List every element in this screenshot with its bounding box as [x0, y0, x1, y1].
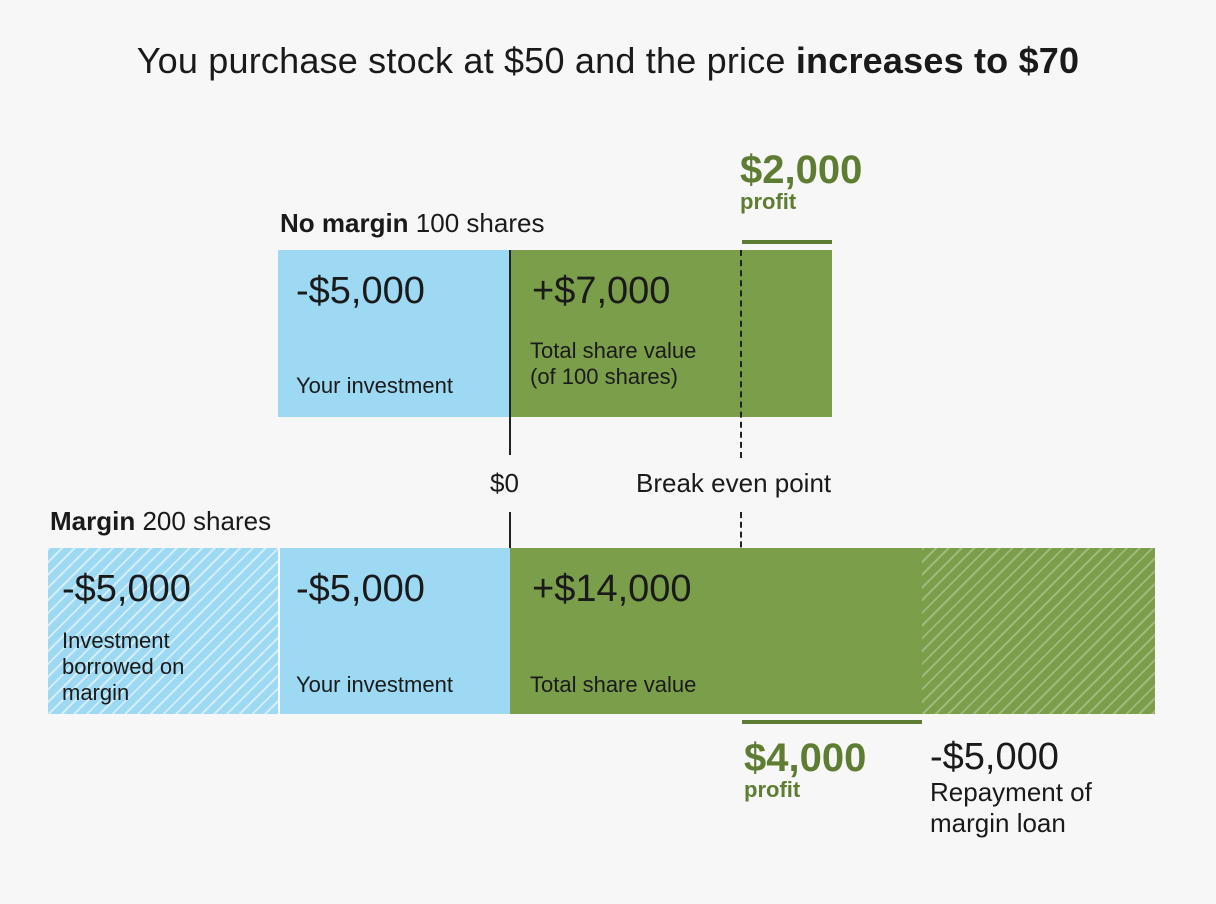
zero-label: $0	[490, 468, 519, 498]
margin-repayment-amount: -$5,000	[930, 736, 1059, 778]
break-even-label: Break even point	[636, 468, 832, 498]
no-margin-profit: $2,000 profit	[740, 148, 862, 215]
no-margin-share-value-segment: +$7,000 Total share value (of 100 shares…	[510, 250, 832, 417]
margin-borrowed-label: Investment borrowed on margin	[62, 628, 184, 706]
title-prefix: You purchase stock at $50 and the price	[136, 40, 796, 81]
margin-row-label: Margin 200 shares	[50, 506, 271, 537]
margin-investment-amount: -$5,000	[296, 568, 425, 610]
margin-borrowed-amount: -$5,000	[62, 568, 191, 610]
margin-repayment: -$5,000 Repayment of margin loan	[930, 736, 1092, 839]
no-margin-share-value-label-line1: Total share value	[530, 338, 697, 363]
margin-borrowed-label-line2: borrowed on	[62, 654, 185, 679]
margin-repayment-label-line2: margin loan	[930, 808, 1066, 838]
title-bold: increases to $70	[795, 40, 1080, 81]
no-margin-profit-bar	[742, 240, 832, 244]
break-even-line-top	[740, 250, 742, 458]
no-margin-investment-segment: -$5,000 Your investment	[278, 250, 510, 417]
no-margin-investment-amount: -$5,000	[296, 270, 425, 312]
no-margin-label-bold: No margin	[280, 208, 409, 238]
margin-profit: $4,000 profit	[744, 736, 866, 803]
no-margin-row-label: No margin 100 shares	[280, 208, 544, 239]
margin-profit-bar	[742, 720, 922, 724]
margin-repayment-label-line1: Repayment of	[930, 777, 1092, 807]
page-title: You purchase stock at $50 and the price …	[0, 40, 1216, 82]
no-margin-share-value-label-line2: (of 100 shares)	[530, 364, 678, 389]
margin-share-value-label: Total share value	[530, 672, 697, 697]
no-margin-profit-amount: $2,000	[740, 148, 863, 192]
zero-line-top	[509, 250, 511, 455]
margin-repayment-segment	[922, 548, 1155, 714]
margin-investment-label: Your investment	[296, 672, 453, 697]
margin-borrowed-label-line1: Investment	[62, 628, 170, 653]
margin-borrowed-segment: -$5,000 Investment borrowed on margin	[48, 548, 278, 714]
no-margin-profit-label: profit	[740, 189, 797, 214]
no-margin-label-rest: 100 shares	[408, 208, 545, 238]
margin-label-bold: Margin	[50, 506, 136, 536]
margin-label-rest: 200 shares	[135, 506, 272, 536]
margin-repayment-label: Repayment of margin loan	[930, 777, 1092, 839]
no-margin-share-value-label: Total share value (of 100 shares)	[530, 338, 696, 390]
no-margin-investment-label: Your investment	[296, 373, 453, 398]
margin-profit-amount: $4,000	[744, 736, 867, 780]
no-margin-share-value-amount: +$7,000	[532, 270, 671, 312]
margin-share-value-amount: +$14,000	[532, 568, 692, 610]
margin-borrowed-label-line3: margin	[62, 680, 130, 705]
margin-investment-segment: -$5,000 Your investment	[280, 548, 510, 714]
margin-share-value-segment: +$14,000 Total share value	[510, 548, 922, 714]
margin-profit-label: profit	[744, 777, 801, 802]
